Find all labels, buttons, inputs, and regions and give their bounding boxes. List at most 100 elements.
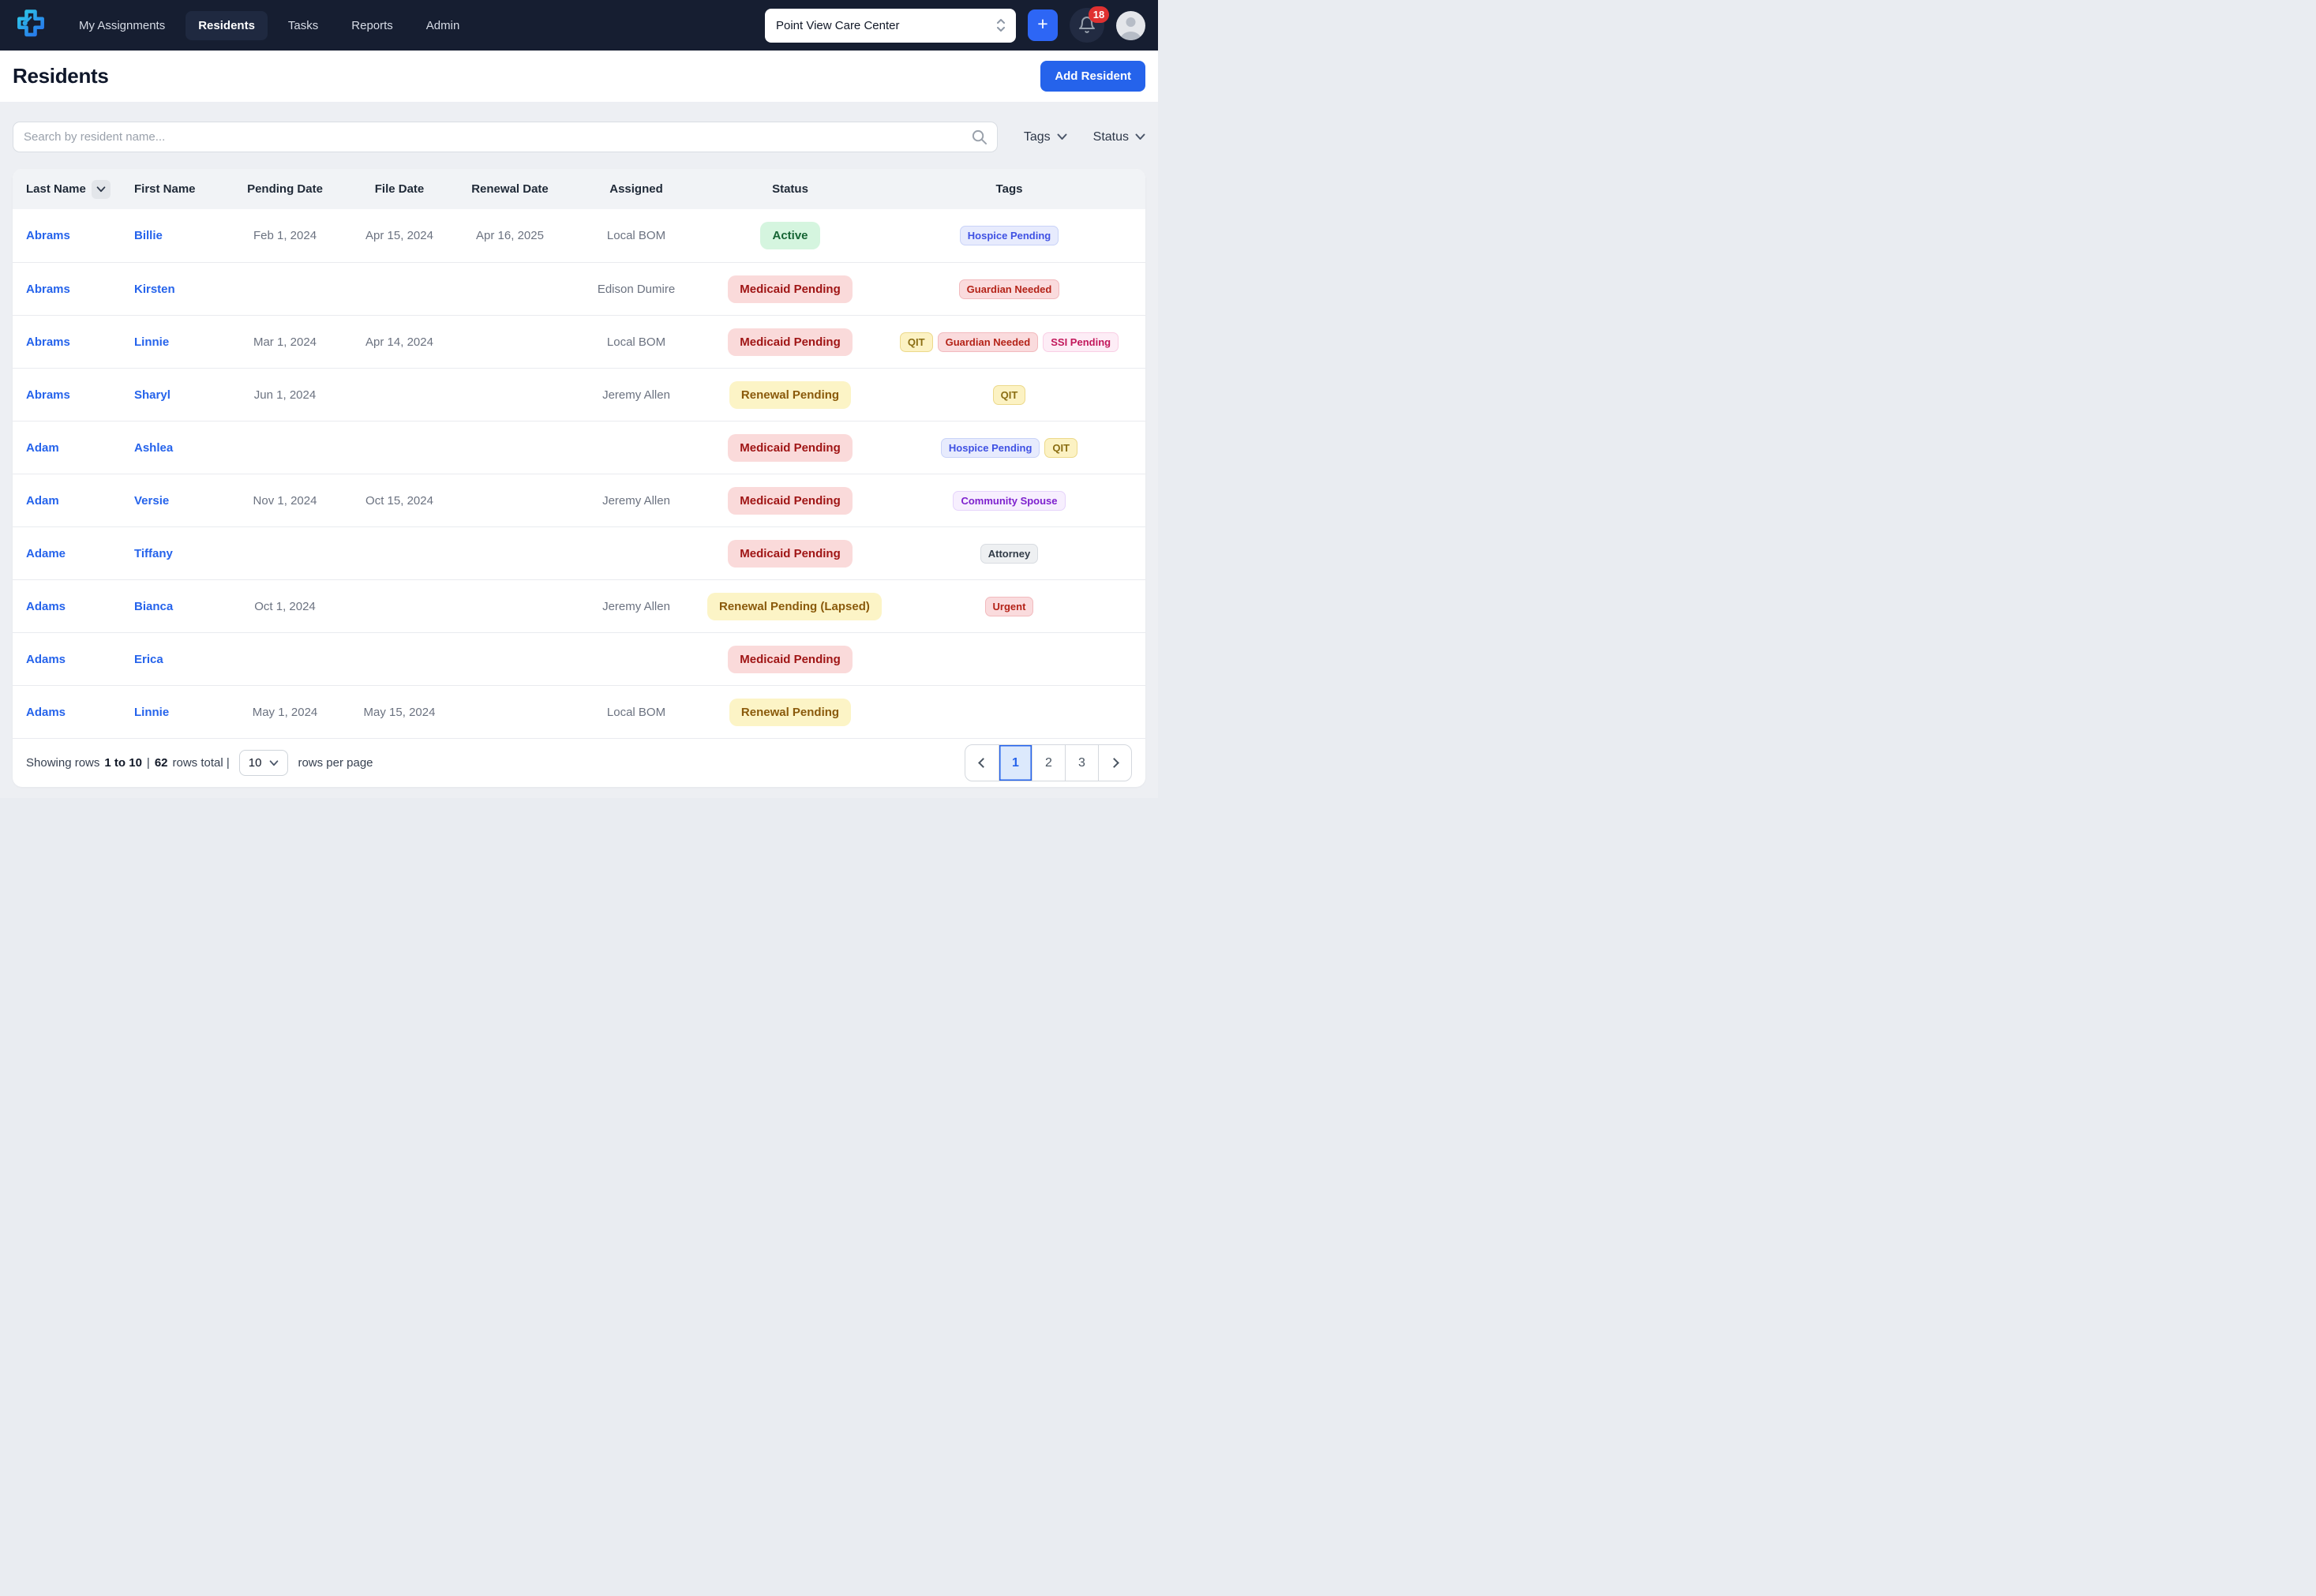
resident-first-name-link[interactable]: Versie <box>134 493 170 508</box>
tags-filter[interactable]: Tags <box>1024 130 1067 144</box>
status-cell: Medicaid Pending <box>707 275 873 303</box>
status-badge: Renewal Pending <box>729 380 852 409</box>
first-name-cell: Erica <box>123 653 226 666</box>
resident-first-name-link[interactable]: Tiffany <box>134 546 173 560</box>
nav-item-tasks[interactable]: Tasks <box>287 18 319 32</box>
column-header-status[interactable]: Status <box>707 182 873 196</box>
resident-first-name-link[interactable]: Ashlea <box>134 440 174 455</box>
quick-add-button[interactable]: + <box>1028 9 1058 41</box>
status-badge: Medicaid Pending <box>728 539 853 568</box>
resident-first-name-link[interactable]: Billie <box>134 229 163 242</box>
search-input[interactable] <box>13 122 998 152</box>
resident-last-name-link[interactable]: Adams <box>26 652 66 666</box>
column-header-assigned[interactable]: Assigned <box>565 182 707 196</box>
last-name-cell: Abrams <box>13 283 123 296</box>
tag-pill-qit: QIT <box>899 332 933 352</box>
resident-last-name-link[interactable]: Adam <box>26 440 59 455</box>
rows-summary: Showing rows 1 to 10 | 62 rows total | 1… <box>26 750 373 776</box>
tag-pill-guardian-needed: Guardian Needed <box>937 332 1039 352</box>
add-resident-button[interactable]: Add Resident <box>1040 61 1145 92</box>
tag-pill-hospice-pending: Hospice Pending <box>959 226 1059 245</box>
page-button-1[interactable]: 1 <box>999 745 1032 781</box>
column-header-tags[interactable]: Tags <box>873 182 1145 196</box>
status-cell: Renewal Pending <box>707 698 873 726</box>
content-area: Tags Status Last Name First Name Pending D… <box>0 102 1158 800</box>
file-date-cell: May 15, 2024 <box>363 705 436 719</box>
resident-last-name-link[interactable]: Adams <box>26 599 66 613</box>
status-cell: Medicaid Pending <box>707 645 873 673</box>
page-button-2[interactable]: 2 <box>1032 745 1065 781</box>
rows-per-page-select[interactable]: 10 <box>238 750 289 776</box>
status-cell: Medicaid Pending <box>707 486 873 515</box>
column-header-label: Last Name <box>26 182 86 196</box>
top-nav: My Assignments Residents Tasks Reports Admin… <box>0 0 1158 51</box>
column-header-pending-date[interactable]: Pending Date <box>226 182 344 196</box>
rows-total-suffix: rows total | <box>172 756 230 770</box>
first-name-cell: Ashlea <box>123 441 226 455</box>
notifications-button[interactable]: 18 <box>1070 6 1109 43</box>
nav-item-residents[interactable]: Residents <box>186 10 268 40</box>
resident-first-name-link[interactable]: Sharyl <box>134 388 171 402</box>
nav-item-reports[interactable]: Reports <box>351 18 393 32</box>
sort-button[interactable] <box>91 179 111 199</box>
resident-last-name-link[interactable]: Abrams <box>26 229 70 242</box>
nav-menu: My Assignments Residents Tasks Reports Admin <box>66 10 472 40</box>
tags-cell: QIT Guardian Needed SSI Pending <box>873 332 1145 352</box>
tags-cell: Hospice Pending <box>873 226 1145 245</box>
chevron-up-down-icon <box>997 19 1005 32</box>
table-row: Adame Tiffany Medicaid Pending Attorney <box>13 526 1145 579</box>
column-header-first-name[interactable]: First Name <box>123 182 226 196</box>
rows-separator: | <box>146 756 150 770</box>
column-header-file-date[interactable]: File Date <box>344 182 455 196</box>
first-name-cell: Kirsten <box>123 283 226 296</box>
table-body: Abrams Billie Feb 1, 2024 Apr 15, 2024 Apr 1… <box>13 209 1145 738</box>
resident-last-name-link[interactable]: Abrams <box>26 282 70 296</box>
resident-first-name-link[interactable]: Kirsten <box>134 282 175 296</box>
resident-first-name-link[interactable]: Bianca <box>134 599 174 613</box>
rows-range: 1 to 10 <box>104 756 142 770</box>
residents-table-card: Last Name First Name Pending Date File Date… <box>13 169 1145 787</box>
user-avatar[interactable] <box>1116 10 1145 40</box>
tag-pill-guardian-needed: Guardian Needed <box>958 279 1060 299</box>
chevron-right-icon <box>1108 758 1119 768</box>
column-header-label: File Date <box>374 182 425 196</box>
assigned-cell: Jeremy Allen <box>602 599 670 613</box>
resident-last-name-link[interactable]: Adam <box>26 493 59 508</box>
page-title: Residents <box>13 64 109 88</box>
resident-last-name-link[interactable]: Abrams <box>26 388 70 402</box>
status-cell: Renewal Pending (Lapsed) <box>707 592 882 620</box>
last-name-cell: Abrams <box>13 388 123 402</box>
resident-last-name-link[interactable]: Adams <box>26 705 66 719</box>
table-header-row: Last Name First Name Pending Date File Date… <box>13 169 1145 209</box>
notification-count-badge: 18 <box>1089 6 1109 23</box>
nav-item-admin[interactable]: Admin <box>425 18 460 32</box>
column-header-renewal-date[interactable]: Renewal Date <box>455 182 565 196</box>
previous-page-button[interactable] <box>965 745 999 781</box>
renewal-date-cell: Apr 16, 2025 <box>476 229 544 242</box>
sort-chevron-icon <box>96 185 106 192</box>
assigned-cell: Local BOM <box>606 335 666 349</box>
next-page-button[interactable] <box>1098 745 1131 781</box>
app-logo-icon <box>13 7 49 43</box>
resident-first-name-link[interactable]: Linnie <box>134 705 170 719</box>
resident-last-name-link[interactable]: Abrams <box>26 335 70 349</box>
status-cell: Active <box>707 222 873 249</box>
tags-cell: Community Spouse <box>873 490 1145 511</box>
last-name-cell: Abrams <box>13 335 123 349</box>
facility-selector[interactable]: Point View Care Center <box>765 8 1016 43</box>
chevron-down-icon <box>1057 133 1067 140</box>
column-header-last-name[interactable]: Last Name <box>13 179 123 199</box>
pending-date-cell: Mar 1, 2024 <box>253 335 317 349</box>
bell-icon <box>1079 17 1095 33</box>
status-filter[interactable]: Status <box>1093 130 1145 144</box>
resident-last-name-link[interactable]: Adame <box>26 546 66 560</box>
status-badge: Renewal Pending <box>729 698 852 726</box>
filter-toolbar: Tags Status <box>13 122 1145 152</box>
resident-first-name-link[interactable]: Erica <box>134 652 163 666</box>
assigned-cell: Jeremy Allen <box>602 493 670 508</box>
resident-first-name-link[interactable]: Linnie <box>134 335 170 349</box>
tag-pill-community-spouse: Community Spouse <box>953 490 1066 511</box>
nav-item-my-assignments[interactable]: My Assignments <box>79 18 166 32</box>
page-button-3[interactable]: 3 <box>1065 745 1098 781</box>
